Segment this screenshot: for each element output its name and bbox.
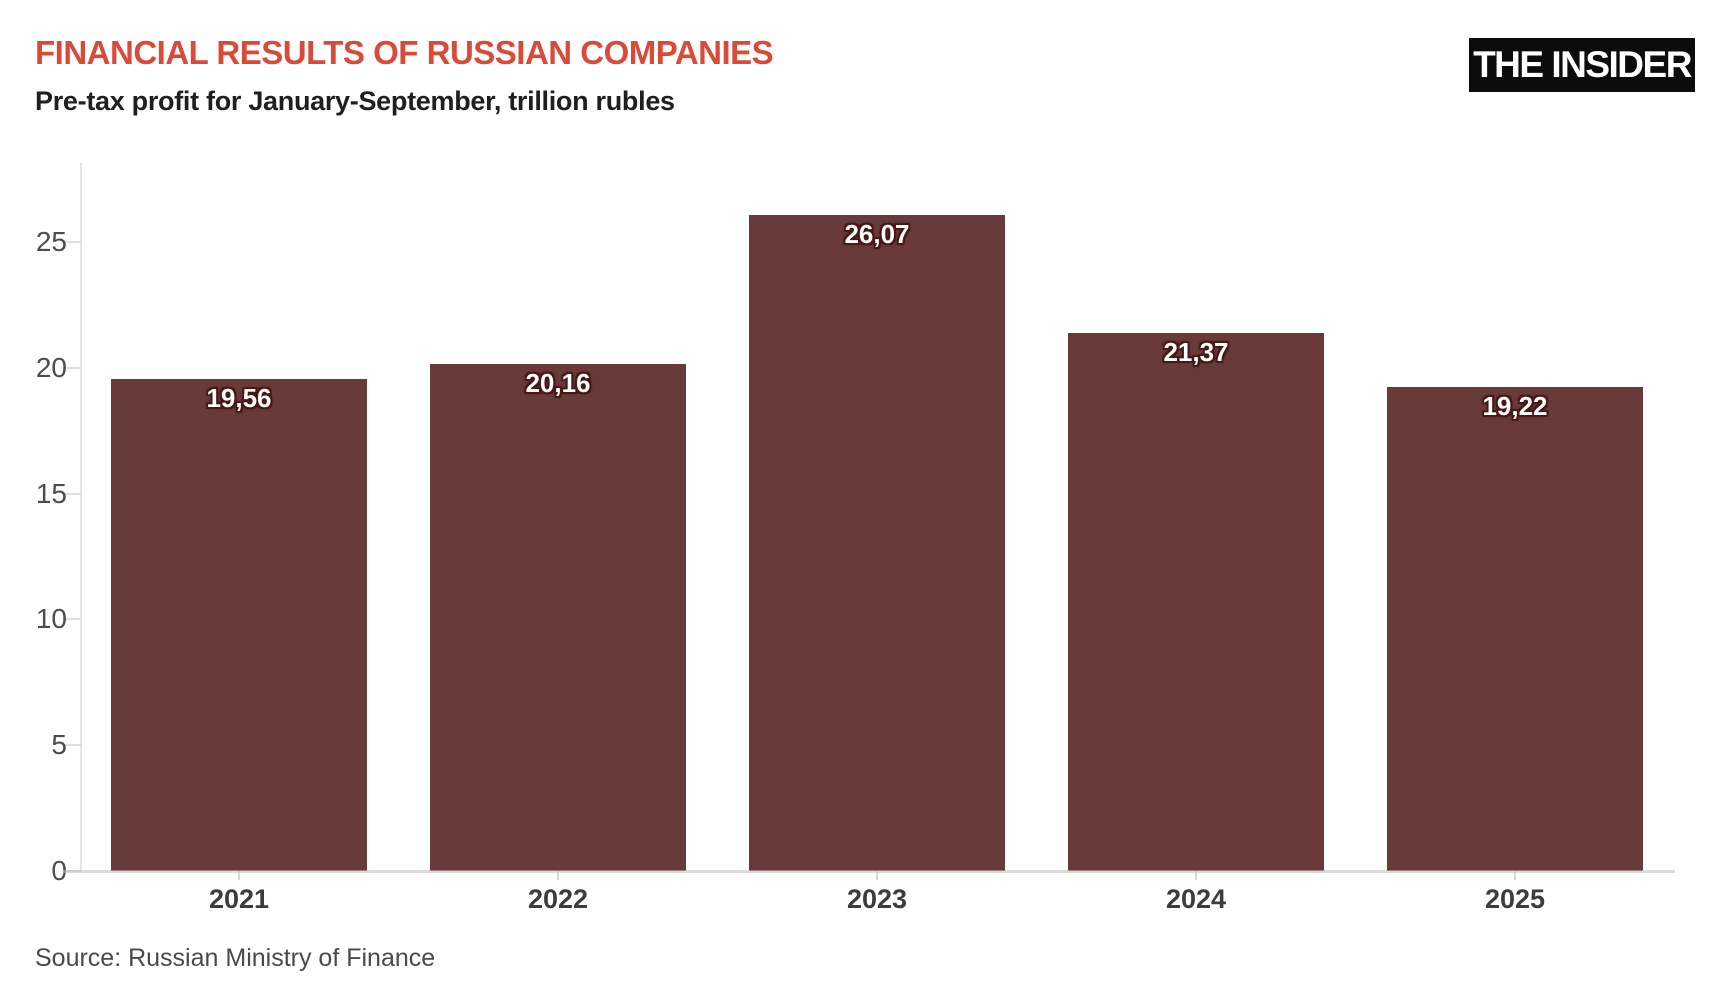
x-axis-tick: [1514, 871, 1516, 880]
bar-value-label: 19,56: [206, 383, 272, 413]
x-axis-tick: [557, 871, 559, 880]
bar-value-label: 20,16: [525, 368, 591, 398]
y-axis-tick: [63, 241, 82, 243]
x-axis-category-label: 2023: [846, 884, 908, 914]
chart-title: FINANCIAL RESULTS OF RUSSIAN COMPANIES: [35, 34, 774, 71]
bar-2025: [1387, 387, 1643, 871]
source-note: Source: Russian Ministry of Finance: [35, 944, 436, 972]
x-axis-category-label: 2025: [1484, 884, 1546, 914]
bar-value-label: 19,22: [1482, 391, 1548, 421]
x-axis-category-label: 2022: [527, 884, 589, 914]
y-axis-tick-label: 0: [51, 855, 67, 886]
y-axis-tick-label: 15: [35, 478, 67, 509]
y-axis-line: [80, 163, 82, 871]
bar-value-label: 21,37: [1163, 337, 1229, 367]
bar-value-label: 26,07: [844, 219, 910, 249]
bar-2024: [1068, 333, 1324, 871]
x-axis-category-label: 2021: [208, 884, 270, 914]
y-axis-tick-label: 20: [35, 352, 67, 383]
y-axis-tick: [63, 493, 82, 495]
x-axis-tick: [238, 871, 240, 880]
x-axis-category-label: 2024: [1165, 884, 1227, 914]
x-axis-baseline: [63, 870, 1675, 873]
chart-subtitle: Pre-tax profit for January-September, tr…: [35, 86, 675, 116]
y-axis-tick-label: 10: [35, 603, 67, 634]
bar-2021: [111, 379, 367, 871]
bar-2022: [430, 364, 686, 871]
y-axis-tick-label: 5: [51, 729, 67, 760]
y-axis-tick: [63, 744, 82, 746]
the-insider-logo: THE INSIDER: [1469, 38, 1695, 92]
x-axis-tick: [876, 871, 878, 880]
y-axis-tick: [63, 618, 82, 620]
logo-text: THE INSIDER: [1473, 44, 1692, 85]
y-axis-tick-label: 25: [35, 226, 67, 257]
y-axis-tick: [63, 367, 82, 369]
x-axis-tick: [1195, 871, 1197, 880]
bar-2023: [749, 215, 1005, 871]
